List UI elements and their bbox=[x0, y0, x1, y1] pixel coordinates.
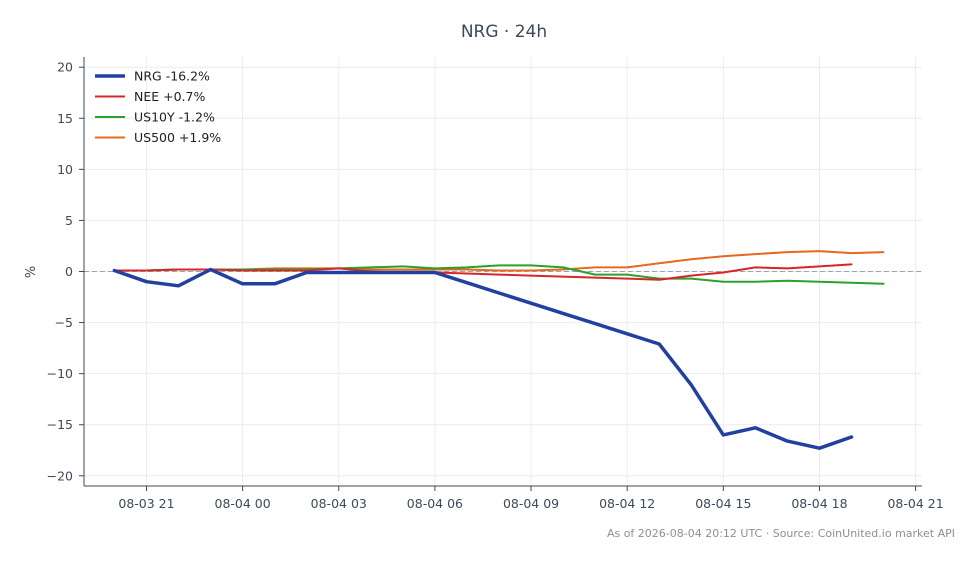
y-tick-label: −15 bbox=[47, 417, 73, 432]
legend-label: NRG -16.2% bbox=[134, 69, 210, 84]
x-tick-label: 08-04 18 bbox=[791, 496, 847, 511]
y-tick-label: 10 bbox=[57, 162, 73, 177]
x-tick-label: 08-04 09 bbox=[503, 496, 559, 511]
legend-label: NEE +0.7% bbox=[134, 89, 205, 104]
x-tick-label: 08-03 21 bbox=[118, 496, 174, 511]
x-tick-label: 08-04 21 bbox=[887, 496, 943, 511]
chart-title: NRG · 24h bbox=[461, 22, 547, 42]
y-tick-label: −10 bbox=[47, 366, 73, 381]
y-tick-label: 0 bbox=[65, 264, 73, 279]
y-tick-label: −5 bbox=[55, 315, 73, 330]
legend-label: US500 +1.9% bbox=[134, 130, 221, 145]
y-ticks: −20 −15 −10 −5 0 5 10 15 20 bbox=[47, 60, 84, 483]
y-tick-label: 15 bbox=[57, 111, 73, 126]
x-ticks: 08-03 21 08-04 00 08-04 03 08-04 06 08-04 09… bbox=[118, 486, 944, 511]
series-line-nee bbox=[113, 263, 853, 281]
y-tick-label: −20 bbox=[47, 468, 73, 483]
x-tick-label: 08-04 15 bbox=[695, 496, 751, 511]
series-line-nrg bbox=[112, 267, 854, 450]
legend-label: US10Y -1.2% bbox=[134, 110, 215, 125]
y-tick-label: 5 bbox=[65, 213, 73, 228]
y-tick-label: 20 bbox=[57, 60, 73, 75]
legend: NRG -16.2% NEE +0.7% US10Y -1.2% US500 +1.9… bbox=[95, 69, 221, 145]
x-tick-label: 08-04 12 bbox=[599, 496, 655, 511]
series-layer bbox=[112, 250, 885, 450]
footer-source: As of 2026-08-04 20:12 UTC · Source: Coi… bbox=[607, 527, 955, 540]
y-axis-label: % bbox=[24, 266, 39, 278]
x-tick-label: 08-04 06 bbox=[407, 496, 463, 511]
x-tick-label: 08-04 03 bbox=[311, 496, 367, 511]
x-tick-label: 08-04 00 bbox=[215, 496, 271, 511]
